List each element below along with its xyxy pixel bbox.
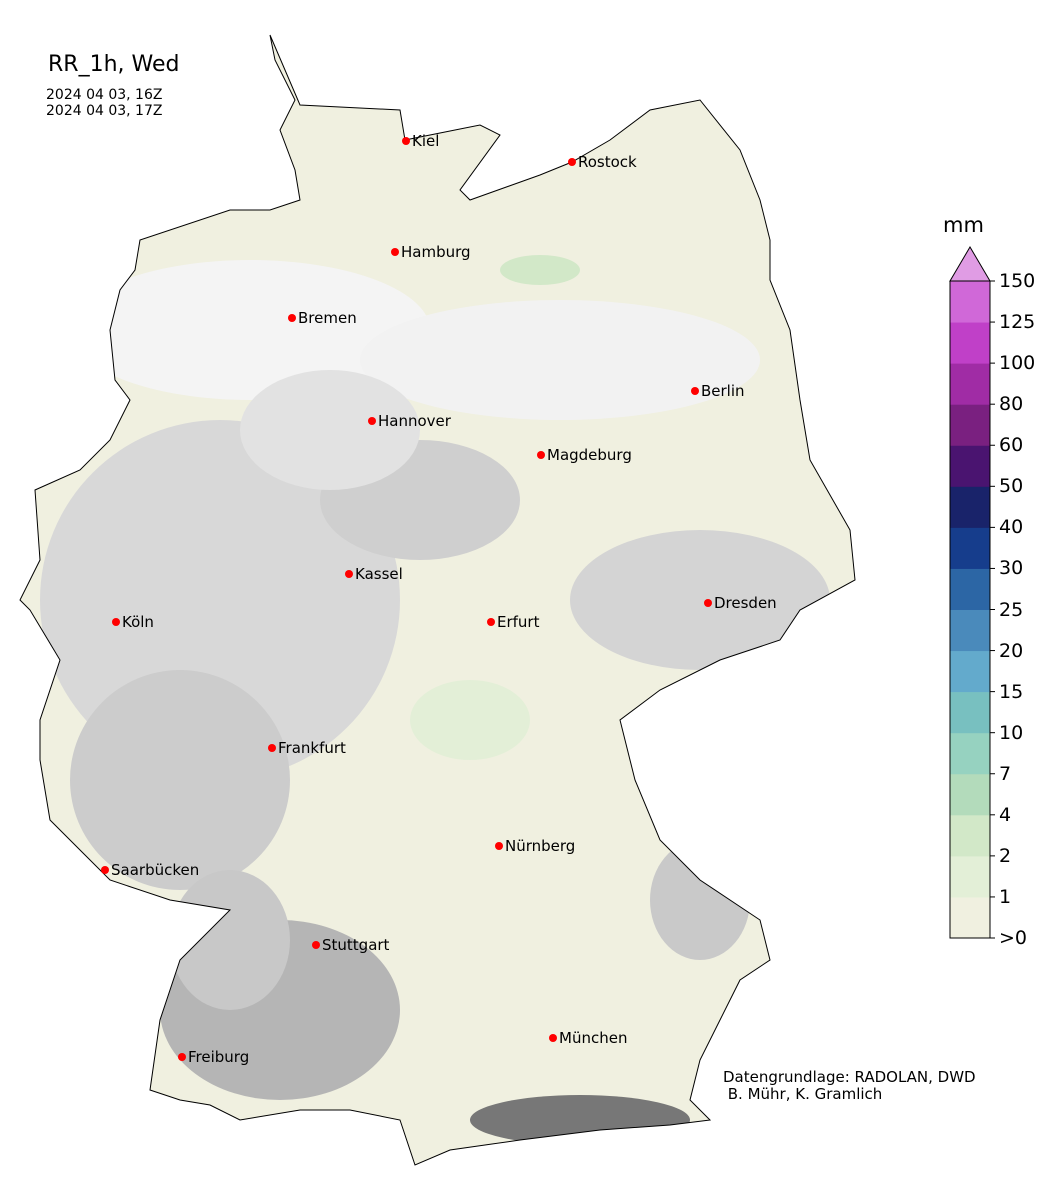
colorbar-tick-label: 7 (999, 762, 1012, 785)
city-label: Hannover (378, 412, 452, 430)
colorbar-segment (950, 855, 990, 898)
colorbar-tick-label: 40 (999, 516, 1024, 539)
city-marker (495, 842, 503, 850)
city-marker (402, 137, 410, 145)
city-marker (704, 599, 712, 607)
period-end: 2024 04 03, 17Z (46, 103, 163, 119)
colorbar-segment (950, 896, 990, 939)
city-label: Bremen (298, 309, 357, 327)
city-label: Freiburg (188, 1048, 249, 1066)
city-marker (568, 158, 576, 166)
credit: Datengrundlage: RADOLAN, DWD B. Mühr, K.… (723, 1069, 976, 1103)
colorbar-tick-label: 100 (999, 352, 1036, 375)
colorbar-tick-label: 30 (999, 557, 1024, 580)
city-marker (112, 618, 120, 626)
colorbar-tick-label: 4 (999, 803, 1012, 826)
colorbar-segment (950, 691, 990, 734)
city-label: Dresden (714, 594, 777, 612)
colorbar-tick-label: 2 (999, 844, 1012, 867)
colorbar-tick-label: 80 (999, 393, 1024, 416)
city-marker (368, 417, 376, 425)
credit-source: Datengrundlage: RADOLAN, DWD (723, 1068, 976, 1086)
city-marker (288, 314, 296, 322)
city-label: Kassel (355, 565, 403, 583)
map-title: RR_1h, Wed (48, 52, 180, 77)
colorbar-unit: mm (943, 213, 984, 237)
city-marker (101, 866, 109, 874)
city-marker (268, 744, 276, 752)
city-label: Erfurt (497, 613, 540, 631)
colorbar-segment (950, 404, 990, 446)
colorbar-segment (950, 609, 990, 652)
city-label: Kiel (412, 132, 439, 150)
city-label: Saarbücken (111, 861, 199, 879)
colorbar-tick-label: 150 (999, 270, 1036, 292)
colorbar-segment (950, 322, 990, 364)
credit-authors: B. Mühr, K. Gramlich (723, 1085, 883, 1103)
colorbar-segment (950, 732, 990, 775)
city-label: Köln (122, 613, 154, 631)
city-label: Magdeburg (547, 446, 632, 464)
city-label: München (559, 1029, 627, 1047)
period-start: 2024 04 03, 16Z (46, 87, 163, 103)
colorbar-tick-label: 60 (999, 434, 1024, 457)
colorbar-tick-label: 1 (999, 885, 1012, 908)
city-marker (691, 387, 699, 395)
colorbar-segment (950, 814, 990, 857)
city-marker (549, 1034, 557, 1042)
colorbar-tick-label: 10 (999, 721, 1024, 744)
city-marker (487, 618, 495, 626)
colorbar-tick-label: >0 (999, 927, 1028, 949)
city-label: Stuttgart (322, 936, 390, 954)
colorbar-segment (950, 527, 990, 569)
colorbar-segment (950, 445, 990, 487)
colorbar-tick-label: 25 (999, 598, 1024, 621)
city-label: Hamburg (401, 243, 471, 261)
city-label: Nürnberg (505, 837, 575, 855)
colorbar-segment (950, 568, 990, 610)
colorbar-tick-label: 125 (999, 311, 1036, 334)
colorbar-segment (950, 650, 990, 693)
colorbar-extend-arrow (949, 246, 991, 282)
city-label: Berlin (701, 382, 745, 400)
colorbar-segment (950, 773, 990, 816)
city-markers: Kiel Rostock Hamburg Bremen Berlin Hannover Ma… (101, 132, 777, 1066)
colorbar-segment (950, 363, 990, 405)
city-marker (537, 451, 545, 459)
colorbar-tick-label: 50 (999, 475, 1024, 498)
colorbar-segment (950, 486, 990, 528)
colorbar-tick-label: 20 (999, 639, 1024, 662)
colorbar-tick-label: 15 (999, 680, 1024, 703)
city-marker (312, 941, 320, 949)
city-label: Rostock (578, 153, 637, 171)
city-label: Frankfurt (278, 739, 346, 757)
city-marker (178, 1053, 186, 1061)
colorbar (949, 246, 995, 939)
city-marker (391, 248, 399, 256)
colorbar-segment (950, 281, 990, 323)
city-marker (345, 570, 353, 578)
